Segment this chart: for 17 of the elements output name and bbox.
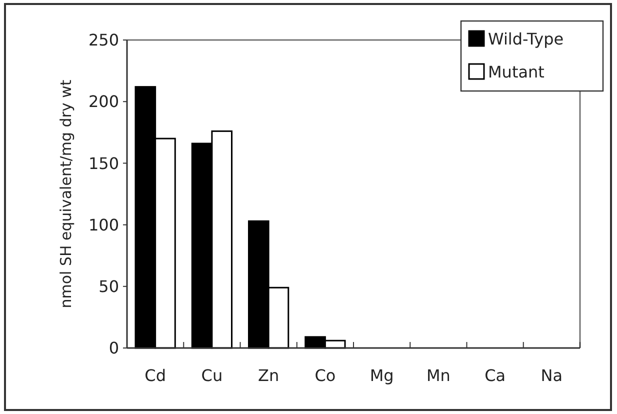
x-tick-label: Mn	[426, 366, 450, 385]
y-tick-label: 100	[88, 215, 119, 234]
y-axis-title: nmol SH equivalent/mg dry wt	[57, 80, 75, 308]
y-tick-label: 150	[88, 154, 119, 173]
x-tick-label: Zn	[258, 366, 280, 385]
x-tick-label: Co	[314, 366, 336, 385]
x-tick-label: Cu	[201, 366, 223, 385]
x-tick-label: Na	[540, 366, 563, 385]
y-tick-label: 0	[108, 338, 119, 358]
x-tick-label: Ca	[484, 366, 506, 385]
y-tick-label: 50	[98, 277, 119, 296]
legend-label: Wild-Type	[488, 30, 564, 49]
x-tick-label: Mg	[370, 366, 394, 385]
y-tick-label: 250	[88, 30, 119, 50]
x-tick-label: Cd	[144, 366, 166, 385]
legend-label: Mutant	[488, 62, 544, 82]
y-tick-label: 200	[88, 92, 119, 112]
